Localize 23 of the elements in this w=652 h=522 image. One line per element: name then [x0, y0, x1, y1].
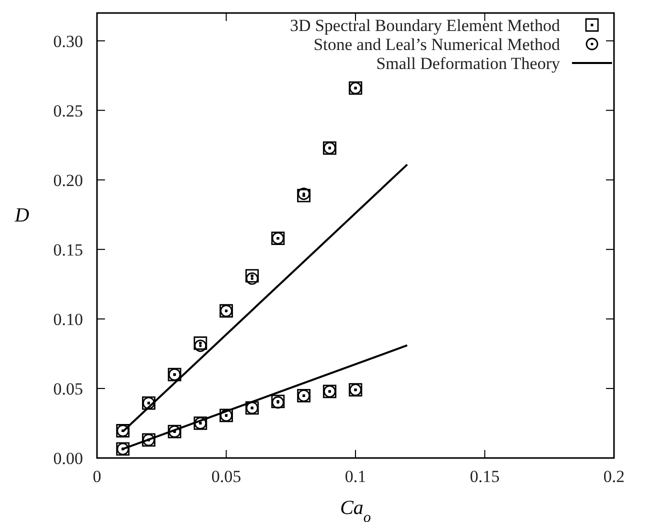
y-tick-label: 0.00 [53, 449, 83, 468]
legend-label: 3D Spectral Boundary Element Method [290, 16, 560, 35]
point [298, 188, 310, 200]
x-tick-label: 0.1 [344, 467, 366, 486]
point [194, 336, 208, 350]
point [297, 188, 310, 202]
point [194, 340, 207, 352]
y-tick-label: 0.15 [53, 240, 83, 260]
point [246, 272, 258, 285]
point [245, 269, 259, 283]
y-axis-title: D [14, 204, 30, 226]
x-tick-label: 0 [92, 467, 102, 486]
y-tick-label: 0.30 [53, 32, 83, 51]
x-axis-title: Ca$_{o}$ [340, 497, 372, 522]
y-tick-label: 0.05 [53, 379, 83, 398]
y-tick-label: 0.20 [53, 170, 83, 190]
x-tick-label: 0.15 [470, 467, 500, 486]
y-tick-label: 0.10 [53, 310, 83, 329]
x-tick-label: 0.2 [603, 467, 625, 486]
y-tick-label: 0.25 [53, 101, 83, 120]
x-tick-label: 0.05 [211, 467, 242, 486]
legend-label: Stone and Leal’s Numerical Method [314, 35, 560, 54]
legend-label: Small Deformation Theory [376, 54, 560, 73]
